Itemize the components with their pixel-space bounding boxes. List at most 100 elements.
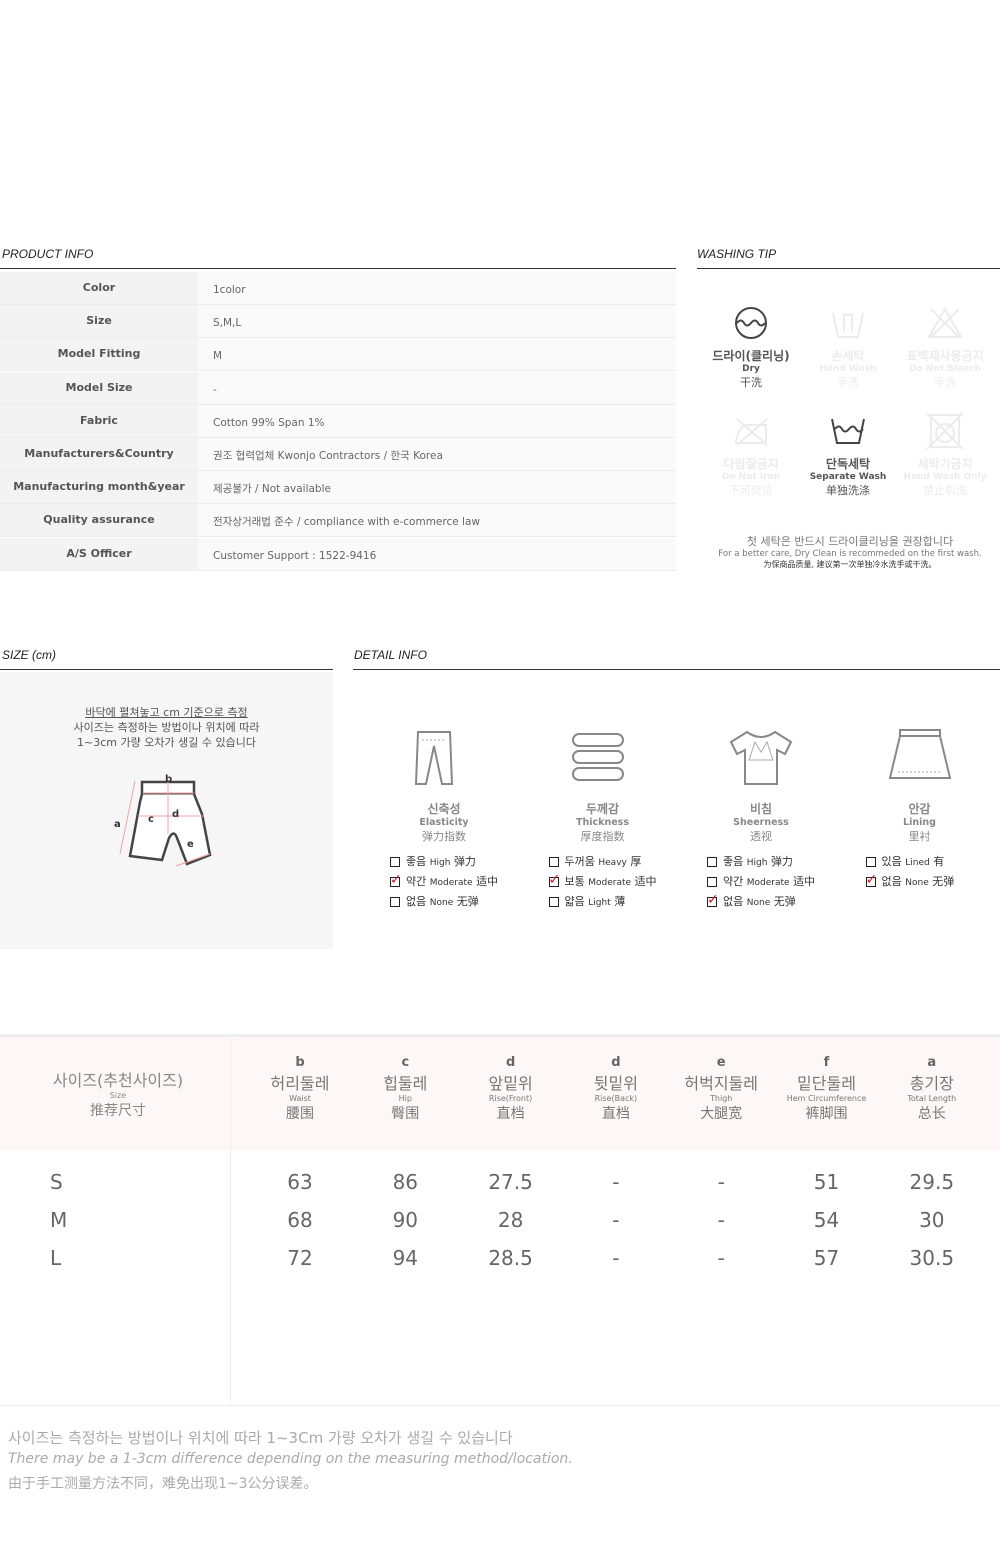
option-en: Moderate	[746, 878, 790, 888]
info-label: Model Fitting	[0, 338, 198, 371]
detail-zh: 透视	[750, 830, 772, 843]
column-zh: 直档	[496, 1106, 525, 1122]
checkbox-icon[interactable]	[707, 877, 717, 887]
info-row: Manufacturing month&year 제공불가 / Not avai…	[0, 471, 676, 505]
value-cell: 29.5	[909, 1170, 955, 1194]
column-zh: 臀围	[391, 1106, 420, 1122]
no-iron-icon	[734, 418, 768, 446]
column-header: c 힙둘레 Hip 臀围	[352, 1055, 458, 1123]
option-en: High	[429, 858, 451, 868]
column-ko: 앞밑위	[488, 1074, 533, 1093]
size-note-2: 사이즈는 측정하는 방법이나 위치에 따라	[73, 721, 260, 734]
option-en: Lined	[905, 858, 930, 868]
column-header: f 밑단둘레 Hem Circumference 裤脚围	[774, 1055, 880, 1123]
value-cell: -	[717, 1170, 725, 1194]
checkbox-icon[interactable]	[865, 857, 876, 867]
checkbox-icon[interactable]	[548, 857, 559, 867]
divider	[697, 268, 1000, 269]
checkbox-icon[interactable]	[548, 897, 559, 907]
diagram-label-b: b	[165, 774, 172, 785]
column-header: d 뒷밑위 Rise(Back) 直档	[563, 1055, 669, 1123]
option-checkbox[interactable]: ✓ 약간 Moderate 适中	[390, 872, 498, 892]
option-checkbox[interactable]: 얇음 Light 薄	[548, 892, 657, 912]
info-label: Model Size	[0, 371, 198, 404]
info-row: Model Size -	[0, 371, 676, 405]
detail-en: Sheerness	[733, 817, 789, 828]
wash-ko: 단독세탁	[825, 457, 871, 471]
size-cell: L	[50, 1246, 62, 1270]
skirt-icon	[888, 729, 951, 779]
column-header: b 허리둘레 Waist 腰围	[247, 1055, 353, 1123]
option-zh: 无弹	[773, 895, 796, 908]
info-value: 1color	[198, 272, 676, 304]
checkbox-icon[interactable]	[390, 897, 400, 907]
column-en: Rise(Back)	[594, 1094, 638, 1103]
detail-sheerness: 비침 Sheerness 透视	[681, 728, 841, 844]
option-zh: 弹力	[453, 855, 476, 868]
info-label: Fabric	[0, 404, 198, 437]
option-checkbox[interactable]: 두꺼움 Heavy 厚	[548, 852, 657, 872]
info-value: Customer Support : 1522-9416	[198, 537, 676, 570]
wash-note-ko: 첫 세탁은 반드시 드라이클리닝을 권장합니다	[746, 535, 954, 548]
detail-zh: 里衬	[908, 830, 931, 843]
wash-en: Separate Wash	[809, 472, 887, 482]
detail-lining: 안감 Lining 里衬	[840, 728, 1000, 844]
footer-note-en: There may be a 1-3cm difference dependin…	[8, 1451, 573, 1467]
value-cell: 30	[919, 1208, 945, 1232]
option-checkbox[interactable]: 좋음 High 弹力	[390, 852, 498, 872]
footer-note-zh: 由于手工测量方法不同，难免出现1~3公分误差。	[8, 1476, 318, 1492]
shorts-diagram-icon: b a c d e	[114, 774, 212, 867]
option-checkbox[interactable]: 좋음 High 弹力	[707, 852, 815, 872]
option-checkbox[interactable]: 있음 Lined 有	[865, 852, 955, 872]
layers-icon	[571, 733, 624, 781]
value-cell: 63	[287, 1170, 313, 1194]
dry-clean-icon	[735, 307, 767, 339]
info-value: 전자상거래법 준수 / compliance with e-commerce l…	[198, 504, 676, 537]
option-zh: 弹力	[770, 855, 793, 868]
value-cell: 51	[813, 1170, 840, 1194]
column-en: Waist	[289, 1094, 311, 1103]
divider	[0, 669, 333, 670]
checkbox-icon[interactable]	[707, 857, 717, 867]
option-checkbox[interactable]: ✓ 보통 Moderate 适中	[548, 872, 657, 892]
option-ko: 두꺼움	[564, 855, 595, 868]
wash-item: 드라이(클리닝) Dry 干洗	[703, 303, 799, 390]
column-ko: 허벅지둘레	[684, 1074, 758, 1093]
pants-icon	[414, 731, 454, 785]
option-ko: 얇음	[564, 895, 585, 908]
info-label: Size	[0, 305, 198, 338]
checkbox-icon[interactable]	[390, 857, 400, 867]
value-cell: -	[612, 1170, 620, 1194]
option-ko: 없음	[723, 895, 744, 908]
value-cell: -	[717, 1246, 725, 1270]
info-row: Quality assurance 전자상거래법 준수 / compliance…	[0, 504, 676, 538]
column-header: d 앞밑위 Rise(Front) 直档	[458, 1055, 564, 1123]
detail-zh: 弹力指数	[422, 830, 466, 843]
wash-ko: 드라이(클리닝)	[712, 349, 790, 363]
option-checkbox[interactable]: 없음 None 无弹	[390, 892, 498, 912]
checkbox-icon[interactable]	[548, 877, 559, 887]
option-checkbox[interactable]: ✓ 없음 None 无弹	[707, 892, 815, 912]
detail-en: Elasticity	[419, 817, 469, 828]
wash-note-en: For a better care, Dry Clean is recommed…	[718, 549, 982, 559]
checkmark-icon: ✓	[548, 872, 561, 888]
checkbox-icon[interactable]	[707, 897, 717, 907]
option-checkbox[interactable]: 약간 Moderate 适中	[707, 872, 815, 892]
detail-ko: 안감	[908, 802, 931, 816]
value-cell: -	[612, 1208, 620, 1232]
detail-options: 두꺼움 Heavy 厚 ✓ 보통 Moderate 适中 얇음 Light 薄	[548, 852, 657, 912]
wash-en: Do Not Iron	[721, 472, 781, 482]
option-en: None	[429, 898, 454, 908]
option-en: High	[746, 858, 768, 868]
checkbox-icon[interactable]	[865, 877, 876, 887]
column-ko: 뒷밑위	[593, 1074, 638, 1093]
info-row: Model Fitting M	[0, 338, 676, 372]
wash-zh: 单独洗涤	[826, 484, 870, 497]
checkbox-icon[interactable]	[390, 877, 400, 887]
info-row: Manufacturers&Country 권조 협력업체 Kwonjo Con…	[0, 438, 676, 471]
option-checkbox[interactable]: ✓ 없음 None 无弹	[865, 872, 954, 892]
checkmark-icon: ✓	[865, 872, 878, 888]
column-letter: b	[295, 1055, 305, 1070]
wash-item: 세탁기금지 Hand Wash Only 禁止机洗	[897, 411, 993, 498]
wash-zh: 不可熨烫	[729, 484, 773, 497]
